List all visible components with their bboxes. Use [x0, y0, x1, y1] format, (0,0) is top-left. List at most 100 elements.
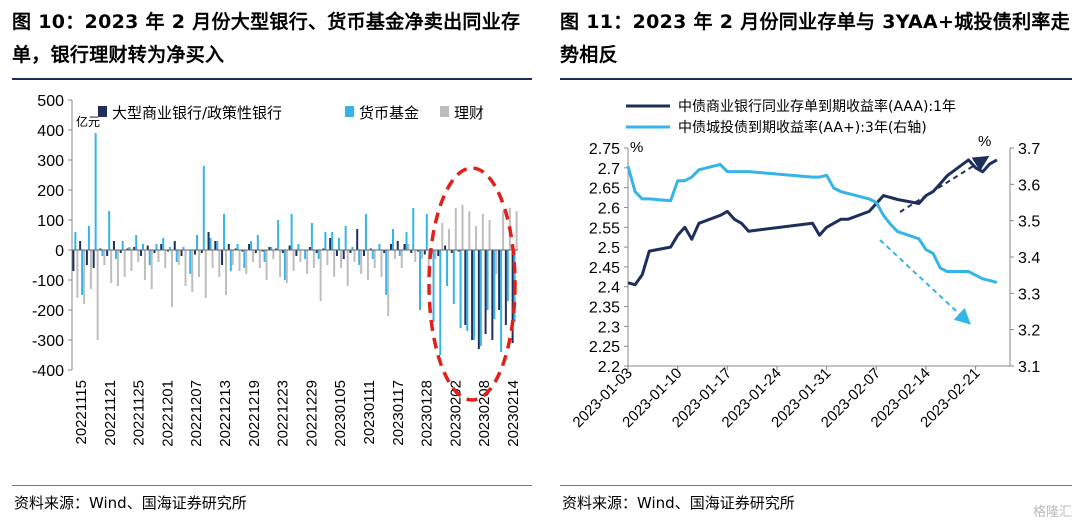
y-tick-label: -100	[32, 273, 64, 290]
bar	[153, 250, 156, 253]
left-y-tick-label: 2.6	[598, 200, 620, 217]
bar	[74, 232, 77, 250]
bar	[322, 248, 325, 250]
bar	[342, 250, 345, 259]
legend-swatch	[98, 106, 107, 117]
bar	[297, 244, 300, 250]
bar	[96, 250, 99, 340]
bar	[335, 250, 338, 256]
bar	[258, 250, 261, 268]
bar	[495, 250, 498, 274]
bar	[398, 250, 401, 256]
right-figure-title: 图 11：2023 年 2 月份同业存单与 3YAA+城投债利率走势相反	[560, 11, 1071, 66]
y-tick-label: -400	[32, 363, 64, 380]
bar	[437, 250, 440, 256]
x-tick-label: 20230117	[390, 380, 407, 446]
bar	[360, 250, 363, 274]
left-y-tick-label: 2.4	[598, 280, 620, 297]
bar	[168, 247, 171, 250]
bar	[380, 250, 383, 277]
right-y-tick-label: 3.1	[1018, 359, 1040, 376]
bar	[326, 250, 329, 265]
bar	[241, 250, 244, 252]
left-y-tick-label: 2.3	[598, 319, 620, 336]
bar	[378, 244, 381, 250]
bar	[281, 250, 284, 253]
bar	[99, 248, 102, 250]
bar	[227, 244, 230, 250]
bar	[108, 211, 111, 250]
bar	[130, 250, 133, 271]
bar	[464, 250, 467, 325]
bar	[441, 223, 444, 250]
left-figure-panel: 图 10：2023 年 2 月份大型银行、货币基金净卖出同业存单，银行理财转为净…	[12, 11, 532, 512]
bar	[364, 214, 367, 250]
left-title-rule	[12, 78, 532, 80]
bar	[427, 250, 430, 268]
bar	[216, 241, 219, 250]
bar	[383, 250, 386, 253]
y-tick-label: 0	[55, 243, 64, 260]
bar	[263, 250, 266, 262]
bar	[139, 250, 142, 256]
bar	[85, 250, 88, 265]
right-figure-panel: 图 11：2023 年 2 月份同业存单与 3YAA+城投债利率走势相反 2.2…	[548, 0, 1080, 524]
bar	[223, 214, 226, 250]
bar	[225, 250, 228, 295]
bar	[504, 250, 507, 325]
left-y-tick-label: 2.25	[589, 339, 620, 356]
bar	[207, 232, 210, 250]
bar	[243, 250, 246, 268]
bar	[310, 223, 313, 250]
left-y-tick-label: 2.75	[589, 141, 620, 158]
x-tick-label: 20230111	[361, 380, 378, 445]
left-figure-title: 图 10：2023 年 2 月份大型银行、货币基金净卖出同业存单，银行理财转为净…	[12, 11, 521, 66]
bar	[477, 250, 480, 349]
right-y-tick-label: 3.2	[1018, 323, 1040, 340]
bar	[204, 250, 207, 298]
bar	[116, 250, 119, 286]
bar	[373, 250, 376, 268]
right-title-rule	[560, 78, 1072, 80]
bar	[308, 247, 311, 250]
right-axis-unit: %	[978, 133, 991, 150]
bar	[114, 250, 117, 259]
bar	[410, 250, 413, 253]
bar	[146, 245, 149, 250]
left-bar-chart: -400 -300 -200 -100 0 100 200 300 400 500 亿元 202211…	[32, 93, 522, 447]
bar	[475, 226, 478, 250]
left-source-note: 资料来源：Wind、国海证券研究所	[14, 494, 247, 512]
right-y-tick-label: 3.4	[1018, 250, 1040, 267]
bar	[162, 238, 165, 250]
bar	[254, 250, 257, 253]
bar	[170, 250, 173, 307]
bar	[279, 250, 282, 277]
bar	[425, 214, 428, 250]
bar	[421, 250, 423, 259]
bar	[94, 133, 97, 250]
y-tick-label: -200	[32, 303, 64, 320]
x-tick-label: 20221121	[102, 380, 119, 446]
bar	[110, 250, 113, 283]
bar	[356, 229, 359, 250]
bar	[288, 245, 291, 250]
left-source-rule	[12, 485, 532, 486]
left-axis-unit: %	[630, 139, 643, 156]
left-y-tick-label: 2.7	[598, 161, 620, 178]
bar	[236, 244, 239, 250]
left-y-tick-label: 2.35	[589, 300, 620, 317]
bar	[79, 241, 82, 250]
bar	[412, 208, 415, 250]
bar	[92, 250, 95, 268]
bar	[473, 250, 476, 340]
x-tick-label: 20230105	[332, 380, 349, 447]
bar	[391, 229, 394, 250]
bar	[119, 250, 122, 253]
y-tick-label: -300	[32, 333, 64, 350]
bar	[160, 244, 163, 250]
bar	[211, 250, 214, 268]
bar	[484, 250, 487, 334]
bar	[439, 250, 442, 355]
bar	[306, 250, 309, 274]
bar	[87, 226, 90, 250]
